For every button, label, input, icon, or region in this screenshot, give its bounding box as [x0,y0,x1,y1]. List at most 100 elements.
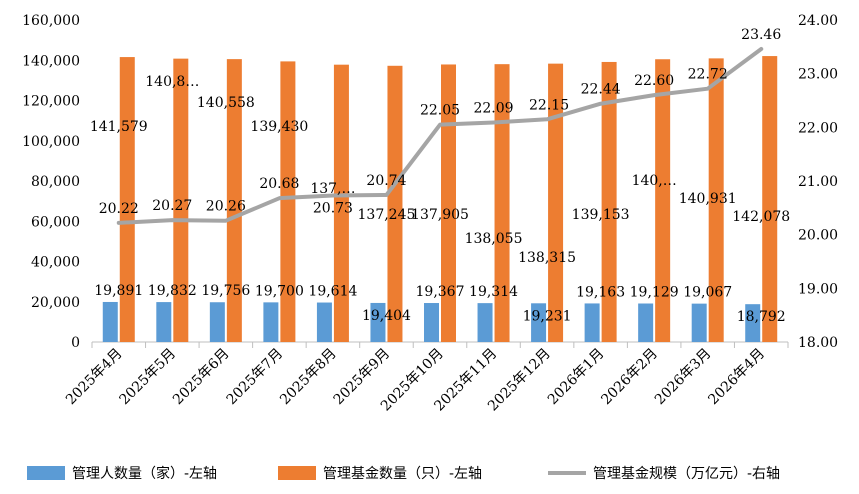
label-fund-scale: 22.60 [634,73,674,89]
label-manager-count: 19,067 [683,285,732,301]
bar-manager-count [316,302,332,342]
line-point [331,193,335,197]
x-tick-label: 2026年1月 [545,346,608,409]
line-series [116,46,764,225]
label-manager-count: 19,700 [255,283,304,299]
bar-manager-count [209,302,225,342]
line-point [117,221,121,225]
x-tick-label: 2026年4月 [705,346,768,409]
label-fund-scale: 20.22 [99,201,139,217]
label-fund-count: 140,8… [145,74,199,90]
label-manager-count: 18,792 [737,309,786,325]
label-fund-scale: 22.09 [473,101,513,117]
label-manager-count: 19,756 [201,283,250,299]
bar-fund-count [762,56,778,342]
label-fund-scale: 20.73 [313,200,353,216]
label-fund-count: 141,579 [90,119,148,135]
x-tick-label: 2025年6月 [170,346,233,409]
bar-manager-count [638,303,654,342]
left-axis: 0 20,000 40,000 60,000 80,000 100,000 120,000 1… [22,13,80,351]
line-point [706,87,710,91]
label-fund-count: 140,558 [197,95,255,111]
x-tick-label: 2026年2月 [598,346,661,409]
label-fund-count: 138,315 [518,250,576,266]
label-fund-count: 137,905 [411,207,469,223]
label-fund-count: 142,078 [732,209,790,225]
y-right-tick-label: 19.00 [798,281,838,297]
y-right-tick-label: 23.00 [798,67,838,83]
y-left-tick-label: 100,000 [22,134,80,150]
line-point [384,193,388,197]
right-axis: 18.00 19.00 20.00 21.00 22.00 23.00 24.00 [798,13,838,351]
bar-fund-count [548,63,564,343]
label-manager-count: 19,404 [362,308,411,324]
bars [102,56,778,343]
line-point [224,219,228,223]
label-manager-count: 19,231 [523,308,572,324]
x-axis: 2025年4月2025年5月2025年6月2025年7月2025年8月2025年… [63,341,789,414]
label-manager-count: 19,129 [630,285,679,301]
bar-manager-count [691,303,707,342]
label-manager-count: 19,891 [94,283,143,299]
line-point [599,102,603,106]
line-point [277,196,281,200]
y-left-tick-label: 80,000 [31,174,80,190]
x-tick-label: 2025年4月 [63,346,126,409]
bar-manager-count [424,303,439,342]
y-left-tick-label: 40,000 [31,255,80,271]
label-fund-scale: 20.26 [206,199,246,215]
y-left-tick-label: 120,000 [22,94,80,110]
label-fund-scale: 22.72 [688,67,728,83]
y-left-tick-label: 0 [71,335,80,351]
line-point [438,123,442,127]
bar-fund-count [119,57,135,342]
line-point [759,47,763,51]
bar-fund-count [387,65,403,342]
label-manager-count: 19,614 [308,284,357,300]
bar-fund-count [226,59,242,343]
label-fund-count: 139,153 [572,207,630,223]
bar-manager-count [531,303,547,342]
label-fund-scale: 20.27 [152,198,192,214]
legend-swatch-manager-count [27,466,65,480]
legend-swatch-fund-count [278,466,316,480]
bar-fund-count [655,59,671,343]
legend: 管理人数量（家）-左轴 管理基金数量（只）-左轴 管理基金规模（万亿元）-右轴 [27,465,780,482]
label-fund-scale: 22.15 [529,97,569,113]
bar-fund-count [708,58,724,342]
label-fund-count: 137,245 [358,207,416,223]
bar-fund-count [280,61,296,342]
bar-manager-count [156,302,172,342]
y-right-tick-label: 18.00 [798,335,838,351]
data-labels: 19,891 19,832 19,756 19,700 19,614 19,404 19,3… [90,27,790,325]
bar-fund-count [333,64,349,343]
bar-fund-count [601,61,617,342]
legend-label-manager-count: 管理人数量（家）-左轴 [72,465,217,482]
bar-fund-count [494,64,510,343]
label-manager-count: 19,163 [576,284,625,300]
y-right-tick-label: 22.00 [798,120,838,136]
label-fund-count: 140,… [632,173,677,189]
bar-fund-count [441,64,456,342]
label-fund-scale: 22.44 [581,82,621,98]
label-fund-count: 138,055 [465,231,523,247]
line-point [170,218,174,222]
x-tick-label: 2025年7月 [224,346,287,409]
label-fund-scale: 23.46 [741,27,781,43]
label-manager-count: 19,832 [148,283,197,299]
label-fund-scale: 20.68 [259,176,299,192]
y-left-tick-label: 20,000 [31,295,80,311]
line-point [652,93,656,97]
bar-manager-count [584,303,600,342]
line-point [545,117,549,121]
x-tick-label: 2025年5月 [117,346,180,409]
label-fund-count: 139,430 [250,119,308,135]
label-manager-count: 19,314 [469,284,518,300]
bar-manager-count [263,302,279,342]
y-right-tick-label: 21.00 [798,174,838,190]
bar-manager-count [102,301,118,342]
y-left-tick-label: 140,000 [22,53,80,69]
y-left-tick-label: 60,000 [31,214,80,230]
y-left-tick-label: 160,000 [22,13,80,29]
